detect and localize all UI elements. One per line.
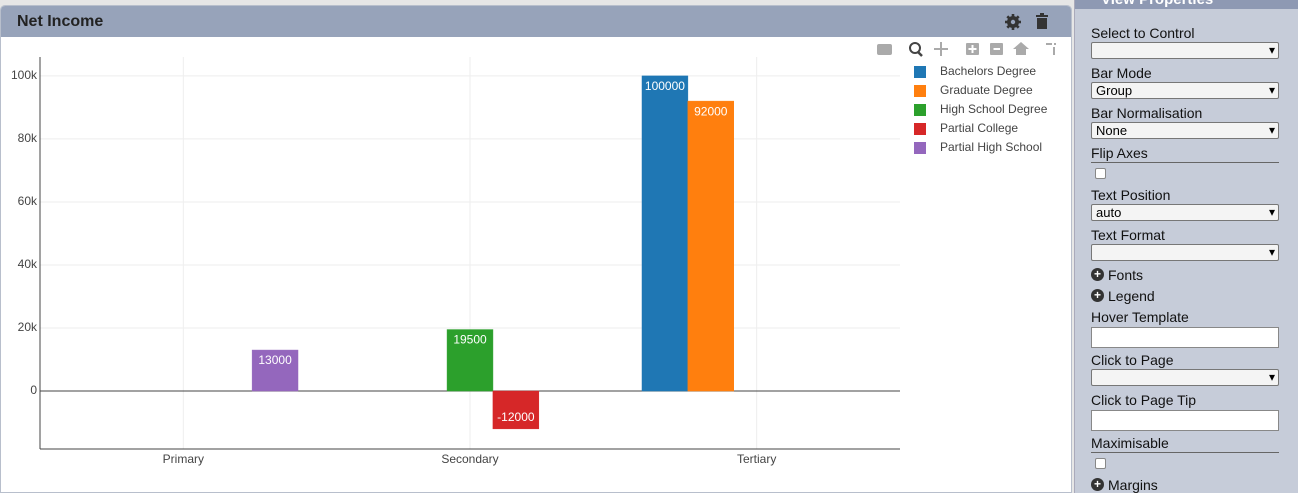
checkbox[interactable] xyxy=(1095,168,1106,179)
text-input[interactable] xyxy=(1091,410,1279,431)
expand-icon[interactable]: + xyxy=(1091,478,1104,491)
expand-icon[interactable]: + xyxy=(1091,268,1104,281)
widget-actions xyxy=(1005,13,1048,30)
view-properties-panel: View Properties Select to Control Bar Mod… xyxy=(1074,0,1298,493)
field-label: Hover Template xyxy=(1091,309,1189,325)
legend-swatch xyxy=(914,66,926,78)
panel-header: View Properties xyxy=(1075,0,1298,9)
field-label: Click to Page Tip xyxy=(1091,392,1197,408)
legend-swatch xyxy=(914,123,926,135)
field-label: Text Format xyxy=(1091,227,1165,243)
dropdown[interactable]: Group xyxy=(1091,82,1279,99)
pan-button[interactable] xyxy=(934,42,948,56)
field-underline xyxy=(1091,162,1279,163)
dropdown-value: Group xyxy=(1096,83,1133,98)
value-label: 92000 xyxy=(694,104,728,118)
field-label: Select to Control xyxy=(1091,25,1195,41)
expander-label[interactable]: Margins xyxy=(1108,477,1158,493)
widget-header: Net Income xyxy=(1,6,1071,37)
bar xyxy=(687,100,734,392)
y-tick-label: 0 xyxy=(30,383,37,397)
chart: 100000 92000 19500 -12000 13000 Primary Secon… xyxy=(11,42,1056,466)
dropdown[interactable]: None xyxy=(1091,122,1279,139)
value-label: 19500 xyxy=(453,333,487,347)
value-label: 13000 xyxy=(258,353,292,367)
zoom-button[interactable] xyxy=(909,42,921,54)
legend-label: Bachelors Degree xyxy=(940,64,1036,78)
dropdown-value: auto xyxy=(1096,205,1122,220)
legend-swatch xyxy=(914,104,926,116)
bar xyxy=(492,390,540,430)
bar xyxy=(641,75,689,392)
legend-swatch xyxy=(914,142,926,154)
legend-label: Partial College xyxy=(940,121,1018,135)
expander-label[interactable]: Fonts xyxy=(1108,267,1144,283)
bar xyxy=(251,349,299,392)
y-tick-label: 20k xyxy=(18,320,38,334)
x-tick-label: Tertiary xyxy=(737,452,776,466)
dropdown[interactable] xyxy=(1091,369,1279,386)
legend-label: High School Degree xyxy=(940,102,1048,116)
dropdown-value: None xyxy=(1096,123,1128,138)
bar xyxy=(446,329,494,392)
value-label: -12000 xyxy=(497,410,535,424)
y-tick-label: 40k xyxy=(18,257,38,271)
x-tick-label: Primary xyxy=(163,452,204,466)
x-tick-label: Secondary xyxy=(441,452,498,466)
expander-label[interactable]: Legend xyxy=(1108,288,1155,304)
y-tick-label: 100k xyxy=(11,68,38,82)
value-label: 100000 xyxy=(645,79,685,93)
delete-button[interactable] xyxy=(1036,13,1048,29)
modebar xyxy=(877,42,1056,57)
panel-title: View Properties xyxy=(1101,0,1213,8)
y-tick-label: 80k xyxy=(18,131,38,145)
dropdown[interactable] xyxy=(1091,244,1279,261)
text-input[interactable] xyxy=(1091,327,1279,348)
field-label: Bar Normalisation xyxy=(1091,105,1203,121)
field-label: Bar Mode xyxy=(1091,65,1152,81)
plot-area: 100000 92000 19500 -12000 13000 xyxy=(40,57,900,449)
reset-button[interactable] xyxy=(1013,42,1029,55)
field-underline xyxy=(1091,452,1279,453)
expand-icon[interactable]: + xyxy=(1091,289,1104,302)
snapshot-button[interactable] xyxy=(877,44,892,55)
widget-title: Net Income xyxy=(17,13,104,30)
spikelines-button[interactable] xyxy=(1046,43,1056,55)
legend-swatch xyxy=(914,85,926,97)
y-tick-label: 60k xyxy=(18,194,38,208)
field-label: Maximisable xyxy=(1091,435,1169,451)
settings-button[interactable] xyxy=(1005,14,1021,30)
dropdown[interactable] xyxy=(1091,42,1279,59)
field-label: Text Position xyxy=(1091,187,1171,203)
dropdown[interactable]: auto xyxy=(1091,204,1279,221)
checkbox[interactable] xyxy=(1095,458,1106,469)
field-label: Click to Page xyxy=(1091,352,1174,368)
legend-label: Graduate Degree xyxy=(940,83,1033,97)
field-label: Flip Axes xyxy=(1091,145,1148,161)
legend-label: Partial High School xyxy=(940,140,1042,154)
